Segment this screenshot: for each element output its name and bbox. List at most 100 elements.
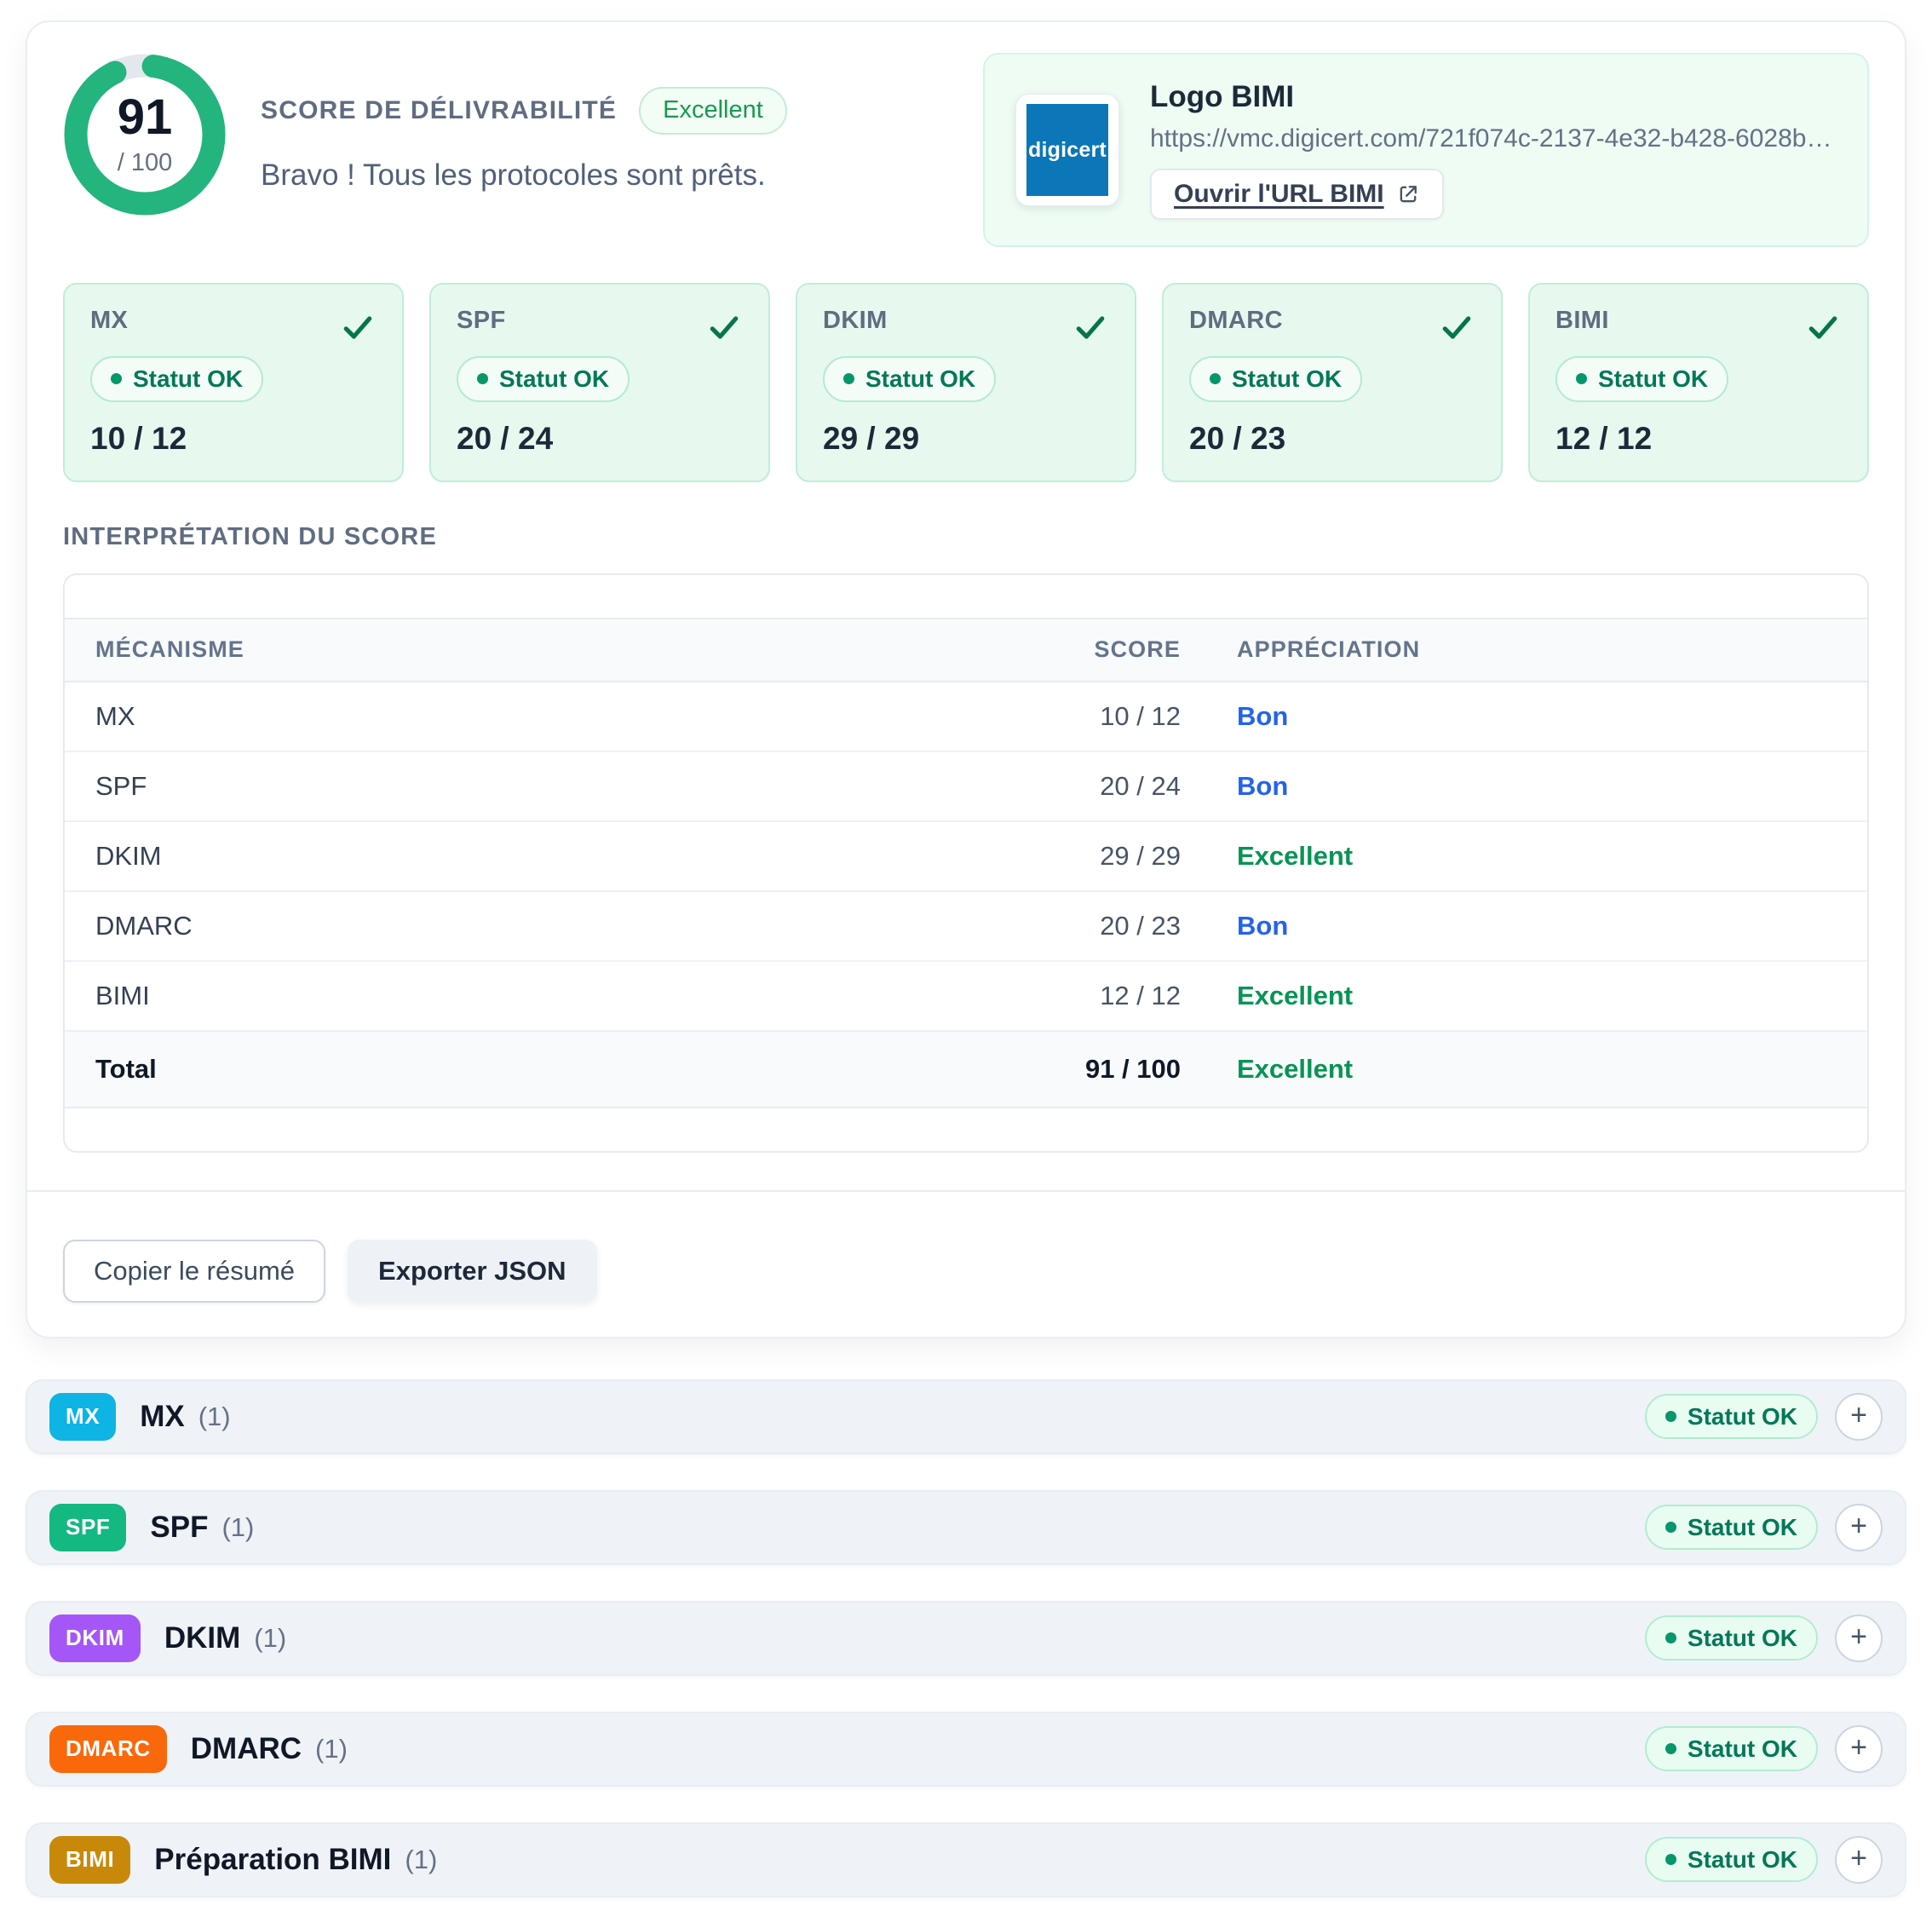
- status-badge: Statut OK: [1555, 356, 1729, 402]
- status-badge: Statut OK: [457, 356, 630, 402]
- accordion-count: (1): [221, 1511, 255, 1542]
- bimi-info: Logo BIMI https://vmc.digicert.com/721f0…: [1150, 80, 1837, 220]
- protocol-badge: MX: [49, 1392, 117, 1441]
- open-bimi-url-button[interactable]: Ouvrir l'URL BIMI: [1150, 169, 1444, 220]
- status-label: Statut OK: [1687, 1513, 1797, 1540]
- status-label: Statut OK: [133, 366, 244, 392]
- protocol-status-row: MX Statut OK 10 / 12 SPF: [63, 283, 1869, 482]
- digicert-logo: digicert: [1026, 104, 1108, 196]
- cell-mechanism: DKIM: [95, 840, 162, 871]
- table-row: SPF 20 / 24 Bon: [65, 752, 1867, 822]
- protocol-status-card: SPF Statut OK 20 / 24: [429, 283, 770, 482]
- expand-button[interactable]: +: [1835, 1835, 1883, 1884]
- protocol-name: DMARC: [1189, 307, 1283, 334]
- score-donut: 91 / 100: [63, 53, 227, 216]
- external-link-icon: [1400, 186, 1417, 203]
- protocol-accordion-row[interactable]: DMARC DMARC (1) Statut OK +: [26, 1711, 1906, 1787]
- cell-mechanism: SPF: [95, 770, 147, 801]
- cell-score: 20 / 23: [1100, 910, 1181, 941]
- protocol-accordion-row[interactable]: SPF SPF (1) Statut OK +: [26, 1489, 1906, 1565]
- protocol-sections: MX MX (1) Statut OK + SPF SPF (1) Statut…: [26, 1379, 1906, 1897]
- status-badge: Statut OK: [1189, 356, 1363, 402]
- accordion-count: (1): [254, 1622, 287, 1653]
- card-actions: Copier le résumé Exporter JSON: [63, 1239, 1869, 1303]
- check-icon: [1808, 316, 1837, 339]
- protocol-accordion-row[interactable]: BIMI Préparation BIMI (1) Statut OK +: [26, 1822, 1906, 1897]
- table-row: Total 91 / 100 Excellent: [65, 1031, 1867, 1108]
- protocol-name: SPF: [457, 307, 506, 334]
- status-dot-icon: [1576, 373, 1587, 385]
- table-header: MÉCANISME SCORE APPRÉCIATION: [65, 617, 1867, 682]
- cell-score: 10 / 12: [1100, 700, 1181, 731]
- expand-button[interactable]: +: [1835, 1503, 1883, 1551]
- accordion-count: (1): [405, 1844, 438, 1874]
- check-icon: [710, 316, 739, 339]
- accordion-title: DMARC: [190, 1731, 302, 1765]
- check-icon: [343, 316, 372, 339]
- status-label: Statut OK: [1598, 366, 1709, 392]
- status-label: Statut OK: [1687, 1845, 1797, 1873]
- protocol-accordion-row[interactable]: MX MX (1) Statut OK +: [26, 1379, 1906, 1454]
- accordion-title: SPF: [150, 1510, 209, 1544]
- status-label: Statut OK: [1687, 1735, 1797, 1762]
- expand-button[interactable]: +: [1835, 1392, 1883, 1441]
- status-dot-icon: [1665, 1411, 1676, 1423]
- column-header-score: SCORE: [1094, 636, 1181, 663]
- protocol-accordion-row[interactable]: DKIM DKIM (1) Statut OK +: [26, 1600, 1906, 1676]
- protocol-badge: DMARC: [49, 1724, 167, 1773]
- status-badge: Statut OK: [1644, 1725, 1818, 1772]
- protocol-name: BIMI: [1555, 307, 1609, 334]
- cell-score: 20 / 24: [1100, 770, 1181, 801]
- check-icon: [1076, 316, 1105, 339]
- score-title: SCORE DE DÉLIVRABILITÉ: [261, 95, 618, 124]
- export-json-button[interactable]: Exporter JSON: [348, 1239, 597, 1303]
- status-badge: Statut OK: [90, 356, 264, 402]
- status-dot-icon: [1210, 373, 1221, 385]
- score-ring: [64, 54, 226, 216]
- protocol-status-card: MX Statut OK 10 / 12: [63, 283, 404, 482]
- cell-appreciation: Excellent: [1237, 980, 1354, 1010]
- copy-summary-button[interactable]: Copier le résumé: [63, 1239, 326, 1303]
- cell-appreciation: Excellent: [1237, 840, 1354, 871]
- cell-score: 29 / 29: [1100, 840, 1181, 871]
- protocol-name: MX: [90, 307, 129, 334]
- open-bimi-url-label: Ouvrir l'URL BIMI: [1174, 180, 1384, 208]
- protocol-status-card: DKIM Statut OK 29 / 29: [796, 283, 1136, 482]
- score-number: 91: [117, 89, 173, 145]
- cell-mechanism: DMARC: [95, 910, 193, 941]
- status-label: Statut OK: [1687, 1624, 1797, 1651]
- score-grade-badge: Excellent: [639, 87, 787, 135]
- protocol-status-card: BIMI Statut OK 12 / 12: [1528, 283, 1869, 482]
- status-label: Statut OK: [1232, 366, 1343, 392]
- table-top-spacer: [65, 575, 1867, 618]
- protocol-badge: DKIM: [49, 1614, 141, 1662]
- footer-divider: [27, 1189, 1905, 1192]
- cell-mechanism: MX: [95, 700, 135, 731]
- bimi-title: Logo BIMI: [1150, 80, 1295, 113]
- protocol-badge: BIMI: [49, 1835, 131, 1884]
- status-label: Statut OK: [865, 366, 976, 392]
- expand-button[interactable]: +: [1835, 1614, 1883, 1662]
- cell-appreciation: Bon: [1237, 700, 1289, 731]
- table-row: MX 10 / 12 Bon: [65, 682, 1867, 752]
- status-dot-icon: [477, 373, 488, 385]
- status-badge: Statut OK: [1644, 1504, 1818, 1551]
- status-dot-icon: [843, 373, 854, 385]
- status-badge: Statut OK: [823, 356, 997, 402]
- protocol-score: 20 / 23: [1189, 420, 1286, 456]
- column-header-appreciation: APPRÉCIATION: [1237, 636, 1421, 663]
- cell-appreciation: Bon: [1237, 910, 1289, 941]
- accordion-title: Préparation BIMI: [154, 1842, 392, 1876]
- digicert-wordmark: digicert: [1028, 137, 1107, 162]
- cell-score: 91 / 100: [1084, 1053, 1181, 1084]
- table-row: BIMI 12 / 12 Excellent: [65, 962, 1867, 1032]
- score-subtitle: Bravo ! Tous les protocoles sont prêts.: [261, 158, 766, 192]
- interpretation-table: MÉCANISME SCORE APPRÉCIATION MX 10 / 12 …: [63, 573, 1869, 1153]
- cell-score: 12 / 12: [1100, 980, 1181, 1010]
- accordion-count: (1): [198, 1401, 231, 1431]
- table-bottom-spacer: [65, 1108, 1867, 1151]
- expand-button[interactable]: +: [1835, 1724, 1883, 1773]
- status-dot-icon: [1665, 1632, 1676, 1644]
- status-dot-icon: [1665, 1743, 1676, 1755]
